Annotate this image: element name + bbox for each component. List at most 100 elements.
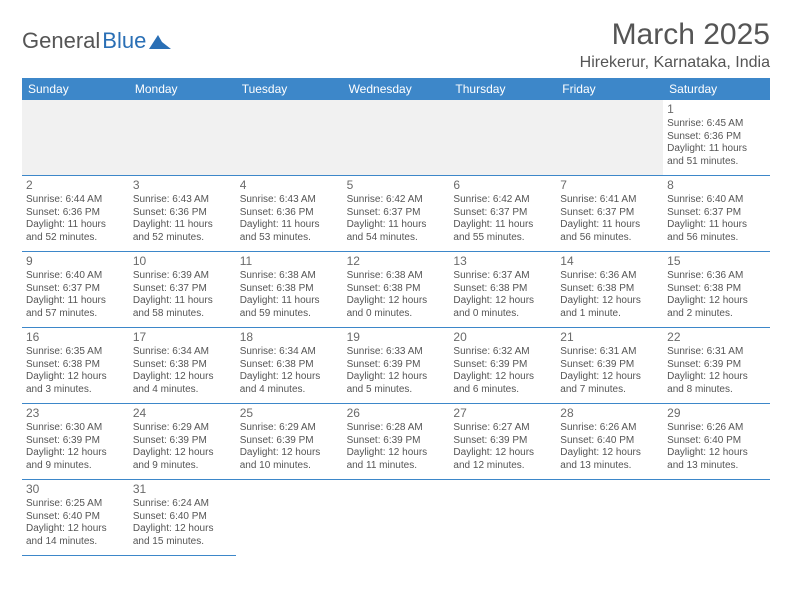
day-number: 19 [347,330,446,345]
daylight-text: Daylight: 11 hours and 54 minutes. [347,219,446,244]
sunset-text: Sunset: 6:39 PM [667,359,766,372]
day-number: 1 [667,102,766,117]
day-number: 14 [560,254,659,269]
sunset-text: Sunset: 6:37 PM [133,283,232,296]
sunrise-text: Sunrise: 6:24 AM [133,498,232,511]
sunset-text: Sunset: 6:38 PM [240,359,339,372]
day-cell: 23Sunrise: 6:30 AMSunset: 6:39 PMDayligh… [22,404,129,480]
sunset-text: Sunset: 6:40 PM [667,435,766,448]
daylight-text: Daylight: 12 hours and 9 minutes. [26,447,125,472]
day-number: 9 [26,254,125,269]
daylight-text: Daylight: 11 hours and 56 minutes. [667,219,766,244]
sunrise-text: Sunrise: 6:35 AM [26,346,125,359]
day-cell: 6Sunrise: 6:42 AMSunset: 6:37 PMDaylight… [449,176,556,252]
day-number: 31 [133,482,232,497]
sunset-text: Sunset: 6:39 PM [453,435,552,448]
day-header: Tuesday [236,78,343,100]
daylight-text: Daylight: 12 hours and 0 minutes. [453,295,552,320]
location: Hirekerur, Karnataka, India [580,54,770,72]
day-cell: 21Sunrise: 6:31 AMSunset: 6:39 PMDayligh… [556,328,663,404]
sunrise-text: Sunrise: 6:29 AM [240,422,339,435]
daylight-text: Daylight: 12 hours and 9 minutes. [133,447,232,472]
daylight-text: Daylight: 12 hours and 0 minutes. [347,295,446,320]
day-number: 3 [133,178,232,193]
sunrise-text: Sunrise: 6:28 AM [347,422,446,435]
day-number: 13 [453,254,552,269]
daylight-text: Daylight: 12 hours and 6 minutes. [453,371,552,396]
day-cell: 17Sunrise: 6:34 AMSunset: 6:38 PMDayligh… [129,328,236,404]
daylight-text: Daylight: 12 hours and 3 minutes. [26,371,125,396]
sunset-text: Sunset: 6:39 PM [347,435,446,448]
sunset-text: Sunset: 6:39 PM [560,359,659,372]
daylight-text: Daylight: 12 hours and 1 minute. [560,295,659,320]
daylight-text: Daylight: 11 hours and 51 minutes. [667,143,766,168]
day-number: 18 [240,330,339,345]
daylight-text: Daylight: 12 hours and 4 minutes. [240,371,339,396]
day-cell: 10Sunrise: 6:39 AMSunset: 6:37 PMDayligh… [129,252,236,328]
sunrise-text: Sunrise: 6:36 AM [560,270,659,283]
sunset-text: Sunset: 6:37 PM [347,207,446,220]
header: GeneralBlue March 2025 Hirekerur, Karnat… [22,18,770,72]
day-number: 6 [453,178,552,193]
sunrise-text: Sunrise: 6:43 AM [240,194,339,207]
sunset-text: Sunset: 6:36 PM [240,207,339,220]
blank-cell [22,100,129,176]
day-cell: 9Sunrise: 6:40 AMSunset: 6:37 PMDaylight… [22,252,129,328]
sunrise-text: Sunrise: 6:31 AM [667,346,766,359]
day-cell: 5Sunrise: 6:42 AMSunset: 6:37 PMDaylight… [343,176,450,252]
daylight-text: Daylight: 11 hours and 52 minutes. [133,219,232,244]
sunrise-text: Sunrise: 6:39 AM [133,270,232,283]
sunrise-text: Sunrise: 6:26 AM [667,422,766,435]
sunrise-text: Sunrise: 6:30 AM [26,422,125,435]
sunrise-text: Sunrise: 6:44 AM [26,194,125,207]
daylight-text: Daylight: 11 hours and 56 minutes. [560,219,659,244]
day-number: 27 [453,406,552,421]
sunset-text: Sunset: 6:37 PM [560,207,659,220]
sunrise-text: Sunrise: 6:26 AM [560,422,659,435]
sunrise-text: Sunrise: 6:42 AM [453,194,552,207]
sunrise-text: Sunrise: 6:29 AM [133,422,232,435]
blank-cell [556,100,663,176]
sunrise-text: Sunrise: 6:36 AM [667,270,766,283]
daylight-text: Daylight: 12 hours and 8 minutes. [667,371,766,396]
day-number: 24 [133,406,232,421]
daylight-text: Daylight: 11 hours and 59 minutes. [240,295,339,320]
daylight-text: Daylight: 12 hours and 13 minutes. [560,447,659,472]
sunset-text: Sunset: 6:39 PM [133,435,232,448]
day-number: 28 [560,406,659,421]
daylight-text: Daylight: 12 hours and 11 minutes. [347,447,446,472]
day-cell: 18Sunrise: 6:34 AMSunset: 6:38 PMDayligh… [236,328,343,404]
sunrise-text: Sunrise: 6:27 AM [453,422,552,435]
sunrise-text: Sunrise: 6:41 AM [560,194,659,207]
sunset-text: Sunset: 6:40 PM [26,511,125,524]
day-cell: 29Sunrise: 6:26 AMSunset: 6:40 PMDayligh… [663,404,770,480]
day-cell: 7Sunrise: 6:41 AMSunset: 6:37 PMDaylight… [556,176,663,252]
blank-cell [663,480,770,556]
blank-cell [236,480,343,556]
sunrise-text: Sunrise: 6:38 AM [347,270,446,283]
day-header: Saturday [663,78,770,100]
sunrise-text: Sunrise: 6:43 AM [133,194,232,207]
sunrise-text: Sunrise: 6:37 AM [453,270,552,283]
day-number: 30 [26,482,125,497]
sunrise-text: Sunrise: 6:32 AM [453,346,552,359]
day-number: 10 [133,254,232,269]
day-cell: 31Sunrise: 6:24 AMSunset: 6:40 PMDayligh… [129,480,236,556]
logo-first: General [22,28,100,54]
title-block: March 2025 Hirekerur, Karnataka, India [580,18,770,72]
sunrise-text: Sunrise: 6:33 AM [347,346,446,359]
sunset-text: Sunset: 6:40 PM [133,511,232,524]
day-number: 29 [667,406,766,421]
blank-cell [236,100,343,176]
day-cell: 16Sunrise: 6:35 AMSunset: 6:38 PMDayligh… [22,328,129,404]
sunrise-text: Sunrise: 6:34 AM [240,346,339,359]
day-cell: 14Sunrise: 6:36 AMSunset: 6:38 PMDayligh… [556,252,663,328]
day-header: Wednesday [343,78,450,100]
blank-cell [449,480,556,556]
day-number: 20 [453,330,552,345]
day-cell: 30Sunrise: 6:25 AMSunset: 6:40 PMDayligh… [22,480,129,556]
day-cell: 15Sunrise: 6:36 AMSunset: 6:38 PMDayligh… [663,252,770,328]
sunset-text: Sunset: 6:37 PM [26,283,125,296]
day-cell: 1Sunrise: 6:45 AMSunset: 6:36 PMDaylight… [663,100,770,176]
day-cell: 20Sunrise: 6:32 AMSunset: 6:39 PMDayligh… [449,328,556,404]
